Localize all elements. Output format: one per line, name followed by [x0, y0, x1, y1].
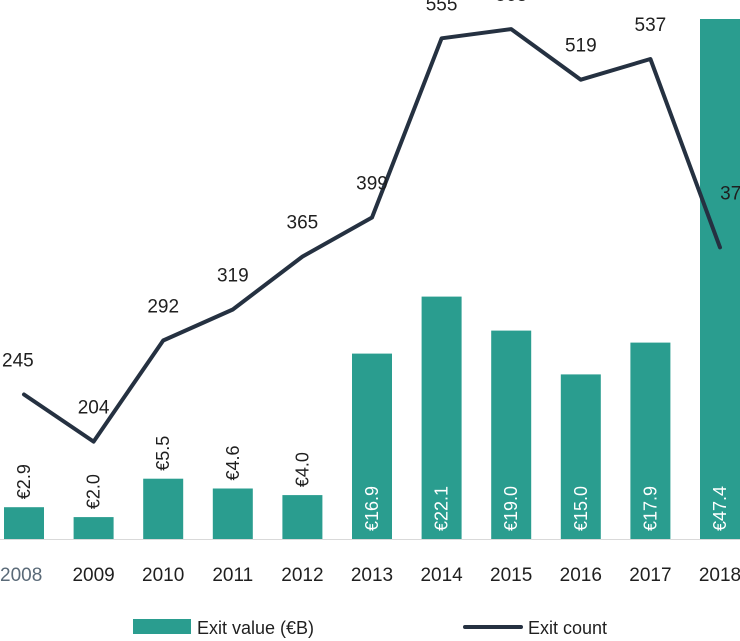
bar-2012 [282, 495, 323, 539]
bar-2015 [491, 330, 532, 539]
bar-label-2012: €4.0 [292, 452, 312, 487]
bar-label-2010: €5.5 [153, 436, 173, 471]
bar-2009 [73, 517, 114, 539]
bar-label-2008: €2.9 [14, 464, 34, 499]
count-label-2008: 245 [2, 351, 34, 372]
exit-count-line [22, 27, 722, 444]
bar-label-2015: €19.0 [501, 486, 521, 531]
bar-label-2013: €16.9 [362, 486, 382, 531]
legend-label-exit-value: Exit value (€B) [197, 618, 314, 638]
count-label-2009: 204 [78, 398, 110, 419]
x-tick-2008: 2008 [0, 565, 42, 586]
bar-2018 [700, 19, 740, 539]
bar-label-2014: €22.1 [432, 486, 452, 531]
legend-swatch-exit-value [133, 619, 191, 634]
count-label-2016: 519 [565, 36, 597, 57]
legend: Exit value (€B) Exit count [133, 618, 607, 638]
x-tick-2016: 2016 [560, 565, 602, 586]
x-tick-2014: 2014 [420, 565, 463, 586]
x-tick-2015: 2015 [490, 565, 532, 586]
bar-label-2011: €4.6 [223, 445, 243, 480]
x-tick-2013: 2013 [351, 565, 393, 586]
bar-2008 [4, 507, 44, 539]
x-tick-2009: 2009 [72, 565, 114, 586]
bar-2014 [421, 296, 462, 539]
bar-2017 [630, 342, 671, 539]
count-label-2015: 563 [495, 0, 527, 6]
count-label-2017: 537 [635, 15, 667, 36]
x-tick-2018: 2018 [699, 565, 740, 586]
x-tick-2011: 2011 [212, 565, 253, 586]
x-tick-2010: 2010 [142, 565, 184, 586]
count-label-2013: 399 [356, 174, 388, 195]
bar-2011 [212, 488, 253, 539]
count-label-2012: 365 [287, 213, 319, 234]
count-labels-group: 245 204 292 319 365 399 555 563 519 537 373 [2, 0, 740, 419]
bar-labels-group: €2.9 €2.0 €5.5 €4.6 €4.0 €16.9 €22.1 €19.0 €15.0… [14, 436, 730, 531]
x-tick-labels: 2008 2009 2010 2011 2012 2013 2014 2015 2016 2017… [0, 565, 740, 586]
count-label-2010: 292 [147, 297, 179, 318]
bars-group [4, 19, 740, 539]
bar-label-2016: €15.0 [571, 486, 591, 531]
legend-label-exit-count: Exit count [528, 618, 607, 638]
bar-2013 [352, 353, 392, 539]
x-tick-2017: 2017 [629, 565, 671, 586]
bar-2010 [143, 478, 184, 539]
bar-label-2018: €47.4 [710, 486, 730, 531]
bar-2016 [560, 374, 601, 539]
count-label-2014: 555 [426, 0, 458, 15]
count-label-2011: 319 [217, 266, 249, 287]
count-label-2018: 373 [720, 183, 740, 204]
bar-label-2017: €17.9 [640, 486, 660, 531]
bar-label-2009: €2.0 [84, 474, 104, 509]
x-tick-2012: 2012 [281, 565, 323, 586]
